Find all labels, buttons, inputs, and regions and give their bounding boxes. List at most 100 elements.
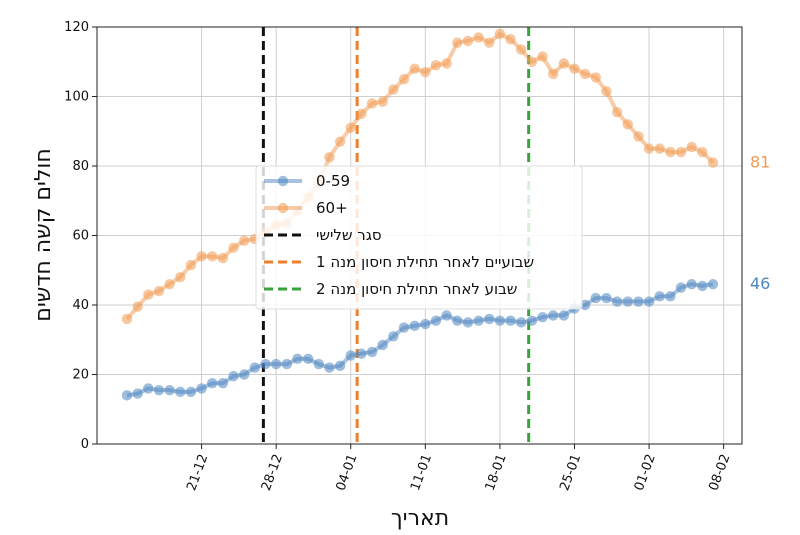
data-point xyxy=(505,315,516,326)
data-point xyxy=(175,272,186,283)
data-point xyxy=(164,278,175,290)
data-point xyxy=(377,339,388,351)
data-point xyxy=(196,383,207,394)
data-point xyxy=(388,84,399,95)
data-point xyxy=(345,350,356,361)
data-point xyxy=(185,259,197,271)
data-point xyxy=(643,143,655,154)
x-tick-label: 01-02 xyxy=(632,452,659,493)
data-point xyxy=(484,313,495,325)
data-point xyxy=(654,291,665,302)
data-point xyxy=(409,320,420,332)
x-axis-title: תאריך xyxy=(391,506,449,531)
data-point xyxy=(324,152,335,163)
data-point xyxy=(356,108,367,120)
data-point xyxy=(239,235,250,246)
data-point xyxy=(153,285,165,297)
data-point xyxy=(697,146,708,158)
data-point xyxy=(707,157,719,168)
end-labels: 46 81 xyxy=(750,153,770,294)
legend-label: 0-59 xyxy=(316,172,350,190)
data-point xyxy=(228,242,239,253)
data-point xyxy=(547,68,559,80)
data-point xyxy=(590,292,601,304)
legend-label: שבועיים לאחר תחילת חיסון מנה 1 xyxy=(316,253,534,271)
data-point xyxy=(164,384,175,396)
data-point xyxy=(377,96,388,107)
data-point xyxy=(569,63,580,74)
data-point xyxy=(686,278,697,290)
data-point xyxy=(185,386,197,398)
y-tick-label: 80 xyxy=(72,159,89,174)
data-point xyxy=(643,296,655,307)
data-point xyxy=(260,358,271,370)
data-point xyxy=(516,44,527,55)
data-point xyxy=(633,131,644,142)
data-point xyxy=(473,32,484,43)
data-point xyxy=(484,37,495,48)
x-tick-label: 21-12 xyxy=(184,452,211,493)
data-point xyxy=(579,68,591,80)
data-point xyxy=(217,252,229,264)
data-point xyxy=(132,301,143,312)
data-point xyxy=(579,299,591,311)
x-tick-label: 04-01 xyxy=(333,452,360,493)
data-point xyxy=(249,362,261,373)
data-point xyxy=(473,315,484,326)
data-point xyxy=(654,143,665,154)
legend-label: סגר שלישי xyxy=(316,226,382,244)
data-point xyxy=(611,106,623,118)
y-axis-title: חולים קשה חדשים xyxy=(31,148,56,321)
data-point xyxy=(452,37,463,48)
data-point xyxy=(675,282,687,293)
x-tick-label: 11-01 xyxy=(408,452,435,493)
data-point xyxy=(686,141,697,153)
data-point xyxy=(611,296,623,307)
data-point xyxy=(207,251,218,262)
end-label: 46 xyxy=(750,274,770,293)
data-point xyxy=(313,358,324,370)
data-point xyxy=(526,315,538,326)
x-tick-label: 08-02 xyxy=(706,452,733,493)
legend-marker xyxy=(277,175,289,187)
data-point xyxy=(622,296,633,307)
data-point xyxy=(398,73,410,85)
data-point xyxy=(334,136,346,147)
data-point xyxy=(441,310,452,321)
data-point xyxy=(697,280,708,292)
data-point xyxy=(665,146,676,158)
y-tick-label: 60 xyxy=(72,229,89,244)
data-point xyxy=(516,317,527,328)
data-point xyxy=(324,362,335,373)
data-point xyxy=(601,292,612,304)
data-point xyxy=(270,358,282,370)
data-point xyxy=(143,289,154,300)
data-point xyxy=(228,371,239,382)
data-point xyxy=(494,315,506,326)
plot-frame xyxy=(96,26,743,445)
legend-label: שבוע לאחר תחילת חיסון מנה 2 xyxy=(316,280,517,298)
data-point xyxy=(409,63,420,74)
x-tick-label: 18-01 xyxy=(483,452,510,493)
data-point xyxy=(398,322,410,333)
data-point xyxy=(707,278,719,290)
data-point xyxy=(281,358,293,370)
data-point xyxy=(622,119,633,130)
data-point xyxy=(633,296,644,307)
legend-marker xyxy=(277,202,289,214)
y-tick-label: 100 xyxy=(64,90,89,105)
data-point xyxy=(121,313,133,325)
series-0 xyxy=(121,278,719,401)
data-point xyxy=(494,28,506,40)
data-point xyxy=(665,291,676,302)
data-point xyxy=(175,386,186,398)
data-point xyxy=(207,377,218,389)
data-point xyxy=(334,360,346,372)
x-tick-label: 28-12 xyxy=(259,452,286,493)
data-point xyxy=(430,315,442,326)
data-point xyxy=(239,369,250,380)
data-point xyxy=(601,86,612,97)
data-point xyxy=(547,310,559,321)
